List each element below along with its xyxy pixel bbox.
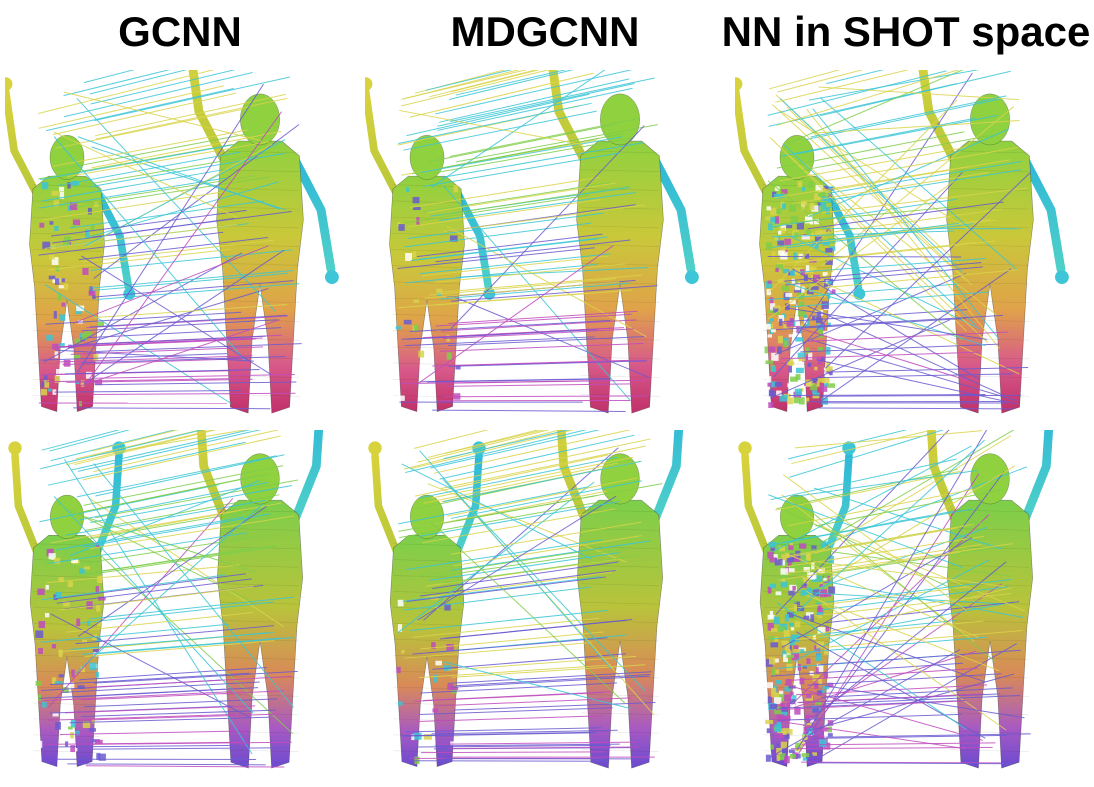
correspondence-lines xyxy=(768,430,1031,765)
column-title-mdgcnn: MDGCNN xyxy=(450,8,640,55)
panel-shot-one-arm-raised xyxy=(735,70,1069,414)
panel-gcnn-one-arm-raised xyxy=(5,70,339,414)
correspondence-lines xyxy=(38,70,302,410)
correspondence-lines xyxy=(38,430,298,768)
correspondence-lines xyxy=(397,430,663,762)
panel-mdgcnn-one-arm-raised xyxy=(365,70,699,414)
correspondence-lines xyxy=(767,70,1032,410)
column-title-shot: NN in SHOT space xyxy=(721,8,1091,55)
panel-mdgcnn-both-arms-raised xyxy=(368,430,684,769)
source-shape xyxy=(365,77,496,413)
source-shape xyxy=(5,77,136,413)
panel-shot-both-arms-raised xyxy=(738,430,1054,769)
target-shape xyxy=(926,430,1054,769)
column-title-gcnn: GCNN xyxy=(118,8,242,55)
correspondence-lines xyxy=(397,70,658,412)
target-shape xyxy=(188,70,339,414)
panel-gcnn-both-arms-raised xyxy=(8,430,324,769)
target-shape xyxy=(918,70,1069,414)
